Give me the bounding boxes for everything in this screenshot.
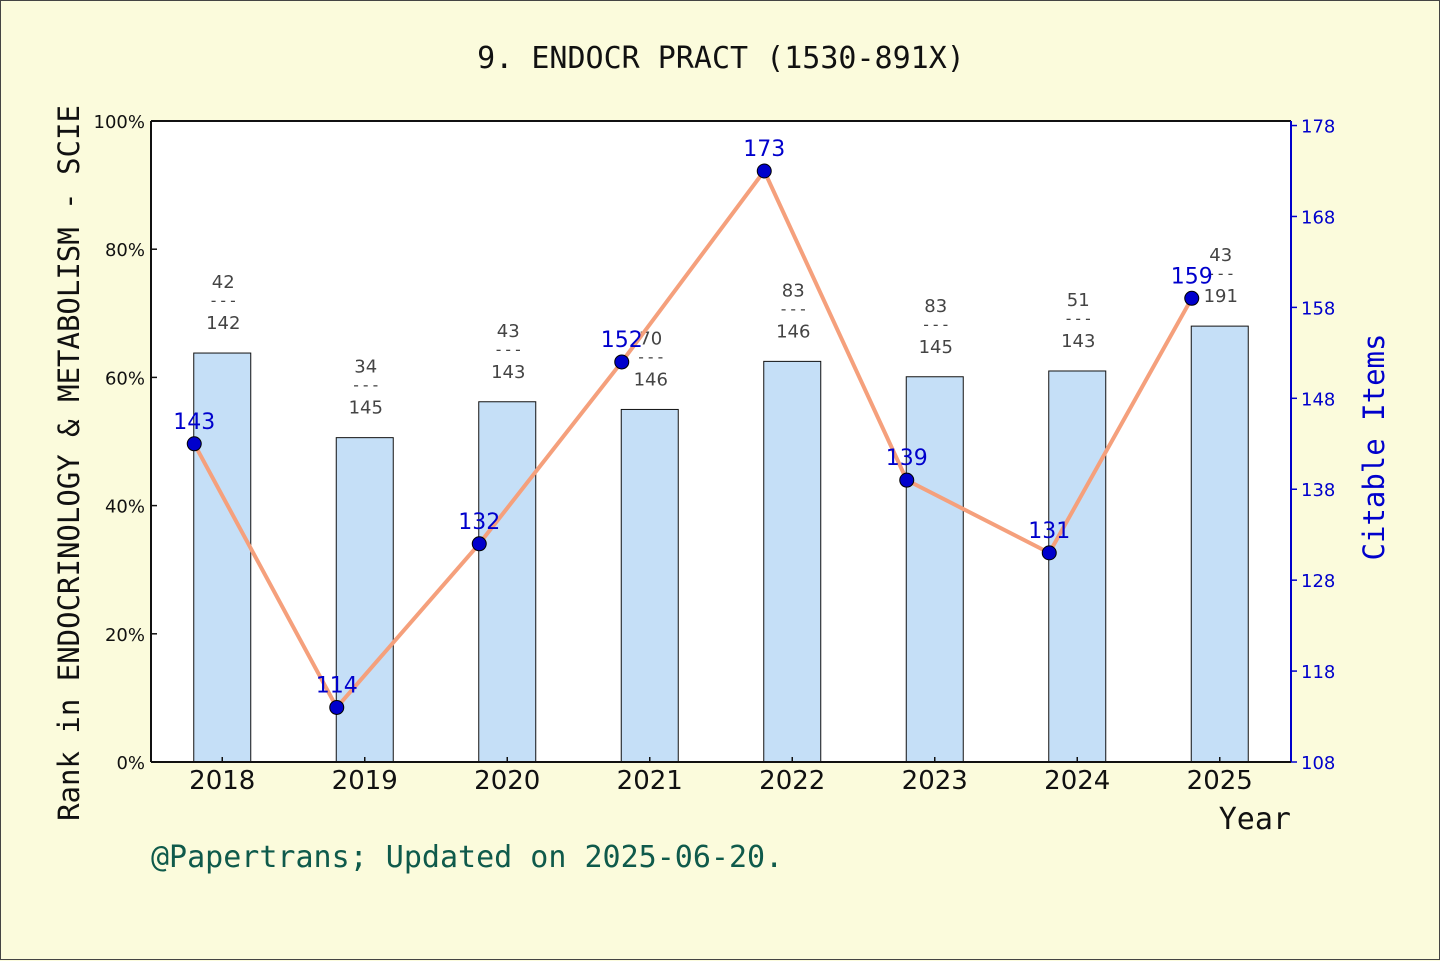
bar-2025 bbox=[1190, 325, 1249, 763]
bar-total-label: 146 bbox=[634, 369, 668, 390]
bar-2019 bbox=[335, 437, 394, 763]
bar-total-label: 191 bbox=[1204, 286, 1238, 307]
x-tick-label: 2023 bbox=[902, 766, 968, 796]
citable-point-2025 bbox=[1184, 290, 1200, 306]
bar-2024 bbox=[1048, 370, 1107, 763]
bar-fraction-divider: --- bbox=[1206, 264, 1235, 283]
plot-area bbox=[151, 121, 1291, 762]
citable-value-label: 131 bbox=[1028, 519, 1070, 544]
citable-value-label: 143 bbox=[173, 410, 215, 435]
bar-rank-label: 83 bbox=[782, 280, 805, 301]
citable-point-2024 bbox=[1041, 545, 1057, 561]
citable-value-label: 132 bbox=[458, 510, 500, 535]
citable-point-2018 bbox=[186, 436, 202, 452]
x-tick-label: 2019 bbox=[332, 766, 398, 796]
citable-point-2020 bbox=[471, 536, 487, 552]
citable-point-2022 bbox=[756, 163, 772, 179]
bar-total-label: 142 bbox=[206, 313, 240, 334]
x-tick-label: 2025 bbox=[1187, 766, 1253, 796]
bar-rank-label: 51 bbox=[1067, 290, 1090, 311]
bar-2020 bbox=[478, 401, 537, 763]
citable-point-2019 bbox=[329, 699, 345, 715]
bar-rank-label: 42 bbox=[212, 272, 235, 293]
bar-fraction-divider: --- bbox=[636, 347, 665, 366]
footer-note: @Papertrans; Updated on 2025-06-20. bbox=[151, 840, 783, 875]
y-tick-label: 0% bbox=[116, 753, 145, 774]
bar-fraction-divider: --- bbox=[921, 315, 950, 334]
y2-tick-label: 168 bbox=[1301, 207, 1335, 228]
bar-rank-label: 43 bbox=[497, 321, 520, 342]
citable-point-2023 bbox=[899, 472, 915, 488]
citable-value-label: 159 bbox=[1171, 264, 1213, 289]
citable-items-line bbox=[192, 169, 1194, 710]
chart-title: 9. ENDOCR PRACT (1530-891X) bbox=[477, 41, 965, 76]
bar-total-label: 143 bbox=[1061, 331, 1095, 352]
bar-rank-label: 43 bbox=[1209, 245, 1232, 266]
bar-rank-label: 83 bbox=[924, 296, 947, 317]
y2-tick-label: 128 bbox=[1301, 571, 1335, 592]
x-tick-label: 2021 bbox=[617, 766, 683, 796]
bar-fraction-divider: --- bbox=[779, 299, 808, 318]
bar-total-label: 145 bbox=[919, 337, 953, 358]
citable-value-label: 152 bbox=[601, 328, 643, 353]
y2-tick-label: 158 bbox=[1301, 298, 1335, 319]
y2-axis-label: Citable Items bbox=[1357, 334, 1391, 561]
bar-fraction-divider: --- bbox=[1064, 309, 1093, 328]
x-tick-label: 2018 bbox=[189, 766, 255, 796]
citable-value-label: 173 bbox=[743, 137, 785, 162]
y-tick-label: 60% bbox=[105, 368, 145, 389]
y-tick-label: 100% bbox=[94, 112, 145, 133]
y-tick-label: 40% bbox=[105, 497, 145, 518]
y2-tick-label: 148 bbox=[1301, 389, 1335, 410]
x-tick-label: 2024 bbox=[1044, 766, 1110, 796]
bar-2018 bbox=[193, 352, 252, 763]
citable-value-label: 114 bbox=[316, 673, 358, 698]
bar-rank-label: 34 bbox=[354, 357, 377, 378]
bar-total-label: 145 bbox=[349, 398, 383, 419]
y2-tick-label: 108 bbox=[1301, 753, 1335, 774]
citable-value-label: 139 bbox=[886, 446, 928, 471]
x-tick-label: 2022 bbox=[759, 766, 825, 796]
y2-tick-label: 118 bbox=[1301, 662, 1335, 683]
x-tick-label: 2020 bbox=[474, 766, 540, 796]
bar-total-label: 143 bbox=[491, 362, 525, 383]
bar-fraction-divider: --- bbox=[209, 291, 238, 310]
y-tick-label: 20% bbox=[105, 625, 145, 646]
bar-2021 bbox=[620, 408, 679, 763]
bar-fraction-divider: --- bbox=[494, 340, 523, 359]
bar-fraction-divider: --- bbox=[351, 376, 380, 395]
y-tick-label: 80% bbox=[105, 240, 145, 261]
bar-total-label: 146 bbox=[776, 321, 810, 342]
y2-tick-label: 138 bbox=[1301, 480, 1335, 501]
bar-2022 bbox=[763, 360, 822, 763]
x-axis-label: Year bbox=[1219, 802, 1291, 837]
bar-2023 bbox=[905, 376, 964, 763]
y2-tick-label: 178 bbox=[1301, 117, 1335, 138]
y-axis-label: Rank in ENDOCRINOLOGY & METABOLISM - SCI… bbox=[52, 105, 86, 821]
citable-point-2021 bbox=[614, 354, 630, 370]
